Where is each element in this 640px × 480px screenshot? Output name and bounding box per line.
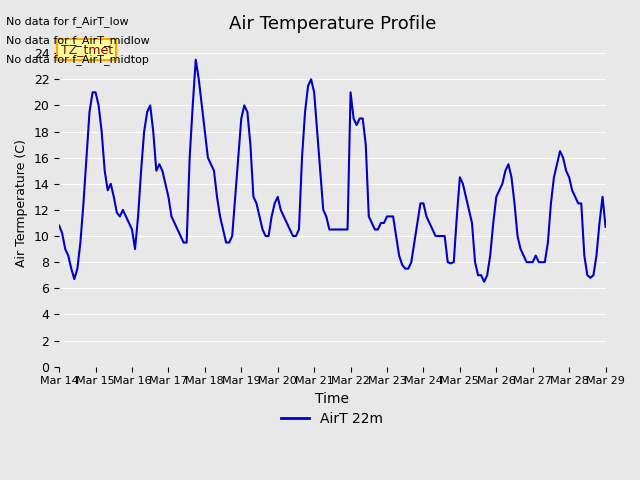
Text: TZ_tmet: TZ_tmet [61,43,113,56]
Text: No data for f_AirT_midlow: No data for f_AirT_midlow [6,35,150,46]
Text: No data for f_AirT_low: No data for f_AirT_low [6,16,129,27]
Y-axis label: Air Termperature (C): Air Termperature (C) [15,139,28,267]
Title: Air Temperature Profile: Air Temperature Profile [228,15,436,33]
X-axis label: Time: Time [316,392,349,406]
Legend: AirT 22m: AirT 22m [276,407,389,432]
Text: No data for f_AirT_midtop: No data for f_AirT_midtop [6,54,149,65]
